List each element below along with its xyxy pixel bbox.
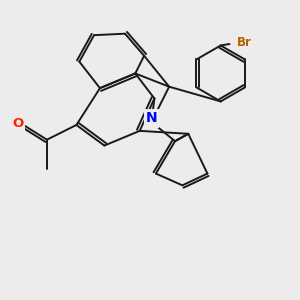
- Text: Br: Br: [237, 36, 252, 49]
- Text: N: N: [146, 112, 157, 125]
- Text: O: O: [13, 117, 24, 130]
